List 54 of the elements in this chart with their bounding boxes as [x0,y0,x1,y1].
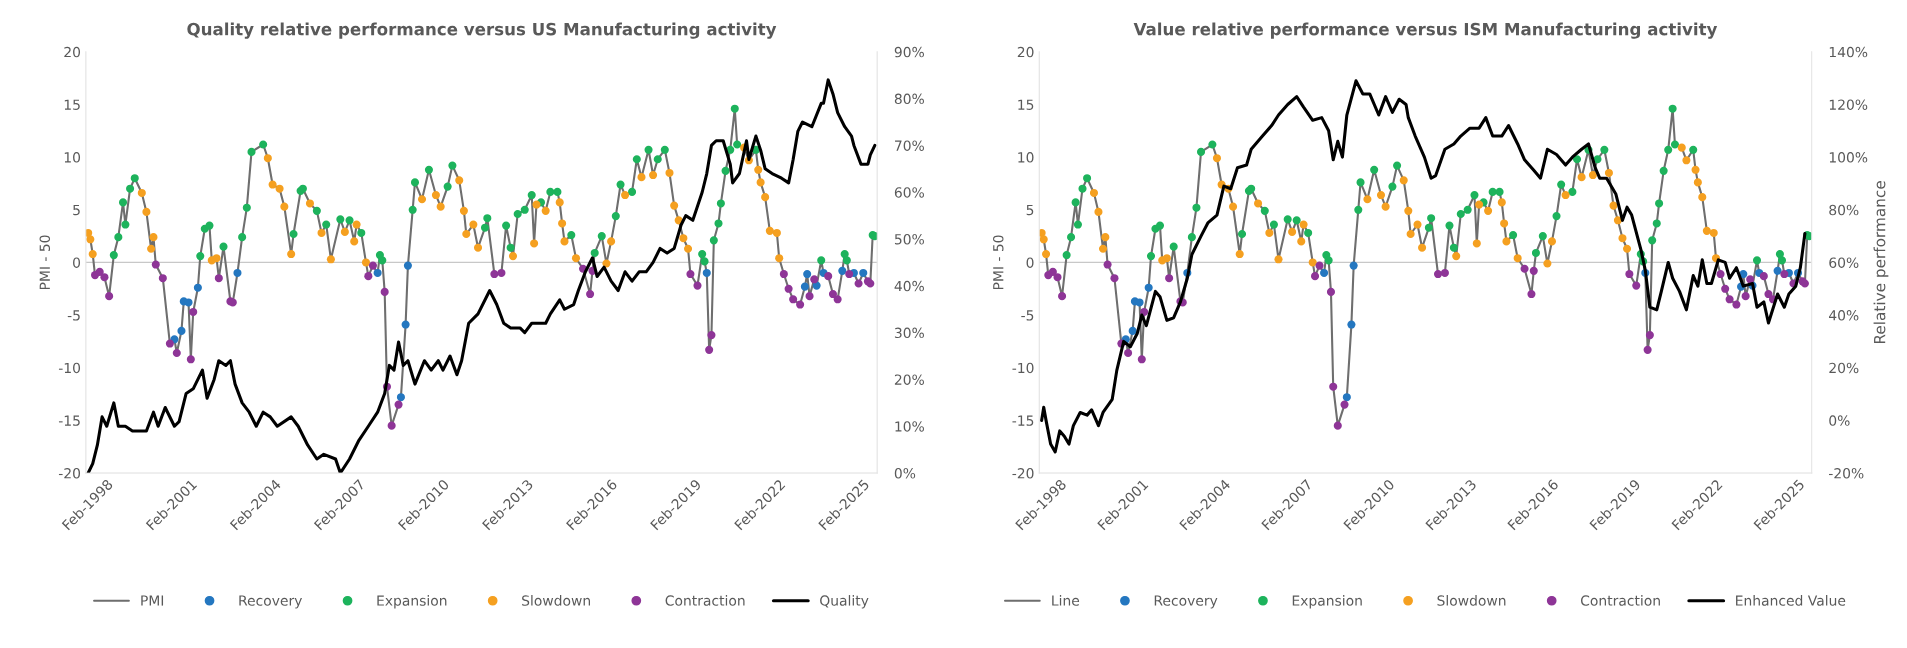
y2-tick-label: 20% [894,374,924,385]
y-tick-label: -20 [58,468,81,479]
legend-label: Expansion [377,595,447,609]
legend-label: Recovery [1154,595,1218,609]
legend-label: Recovery [239,595,302,609]
legend-label: Line [1052,595,1080,606]
y-tick-label: 20 [1017,46,1034,58]
y-tick-label: -5 [67,310,80,321]
y2-tick-label: 20% [1829,362,1859,374]
y-tick-label: 15 [1018,99,1034,110]
y-tick-label: 0 [1026,257,1034,268]
y2-tick-label: 140% [1829,46,1868,58]
y2-tick-label: 80% [1829,204,1859,216]
y-tick-label: -10 [1012,362,1034,374]
legend-label: Contraction [665,595,745,606]
y-axis-title: PMI - 50 [39,235,51,290]
y2-tick-label: 40% [894,280,924,292]
y2-tick-label: 100% [1829,152,1868,163]
y2-tick-label: 10% [895,421,924,432]
y-tick-label: 0 [73,257,81,268]
y-tick-label: 10 [64,152,81,163]
legend-label: Slowdown [1437,595,1506,606]
y2-tick-label: -20% [1829,468,1864,479]
legend-label: Contraction [1580,595,1660,606]
y2-tick-label: 120% [1829,99,1868,110]
y-tick-label: -5 [1021,310,1034,321]
y-axis-title: PMI - 50 [993,235,1004,290]
y-tick-label: 5 [1026,204,1034,216]
y2-tick-label: 60% [1829,257,1859,268]
y2-tick-label: 90% [894,46,924,58]
y2-tick-label: 0% [1829,415,1850,426]
y-tick-label: -20 [1012,468,1034,479]
y2-tick-label: 70% [895,140,924,151]
y-tick-label: -10 [58,362,81,374]
y-tick-label: 20 [64,46,81,58]
chart-title: Quality relative performance versus US Manufacturing activity [187,22,777,39]
y2-tick-label: 80% [894,93,924,105]
y2-tick-label: 60% [894,187,924,198]
y-tick-label: 5 [73,204,80,216]
y2-tick-label: 40% [1829,310,1859,321]
y-tick-label: 10 [1018,152,1034,163]
legend-label: Slowdown [522,595,590,606]
legend-label: Enhanced Value [1736,595,1846,606]
legend-label: Quality [820,595,869,609]
y2-axis-title: Relative performance [1873,181,1889,344]
legend-label: Expansion [1292,595,1362,609]
chart-title: Value relative performance versus ISM Manufacturing activity [1133,22,1718,39]
y-tick-label: -15 [1012,415,1034,426]
y2-tick-label: 50% [894,234,924,245]
y-tick-label: -15 [58,415,80,426]
legend-label: PMI [141,595,164,606]
y2-tick-label: 30% [894,327,924,339]
y-tick-label: 15 [64,99,80,110]
y2-tick-label: 0% [894,468,916,479]
